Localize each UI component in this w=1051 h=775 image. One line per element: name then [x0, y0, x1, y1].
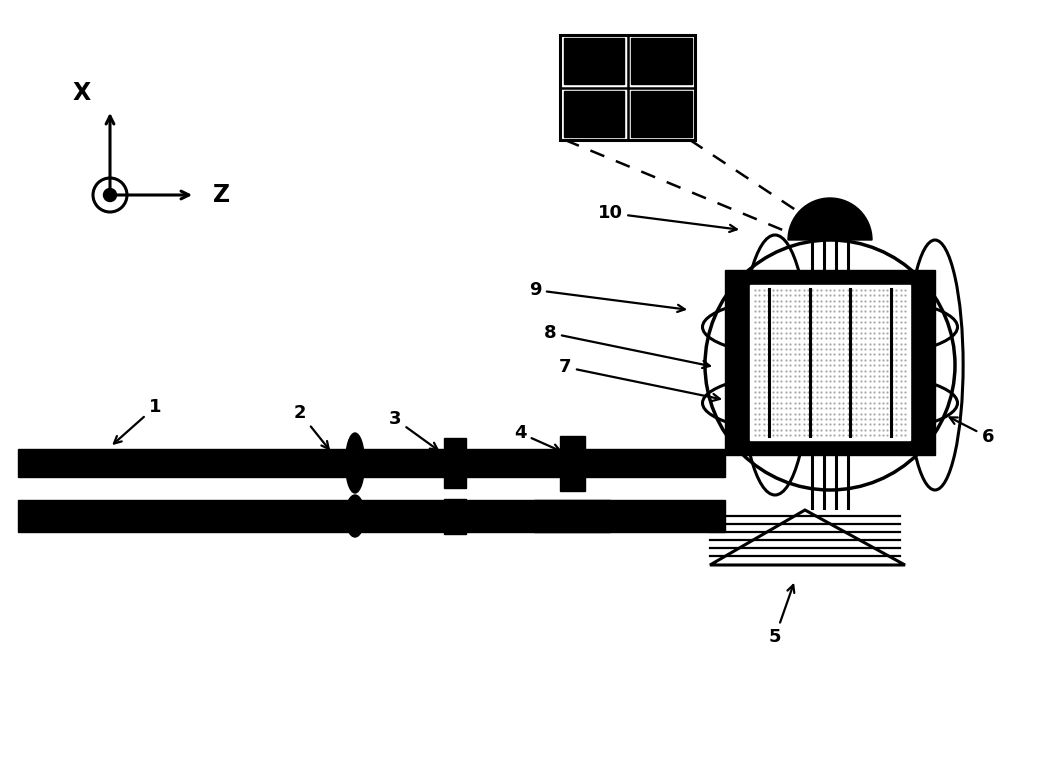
- Text: 5: 5: [768, 585, 795, 646]
- Bar: [444, 438, 466, 488]
- Ellipse shape: [346, 433, 365, 493]
- Bar: [559, 436, 584, 491]
- Bar: [18, 449, 725, 477]
- Bar: [725, 270, 935, 455]
- Text: 8: 8: [543, 324, 709, 368]
- Bar: [631, 39, 692, 84]
- Text: 7: 7: [559, 358, 720, 401]
- Text: 9: 9: [529, 281, 685, 312]
- Bar: [631, 91, 692, 136]
- Bar: [750, 285, 910, 440]
- Circle shape: [103, 188, 117, 202]
- Bar: [563, 39, 624, 84]
- Text: 2: 2: [293, 404, 329, 449]
- Bar: [444, 498, 466, 533]
- Text: Z: Z: [213, 183, 230, 207]
- Bar: [534, 500, 610, 532]
- Text: 10: 10: [598, 204, 737, 232]
- Bar: [18, 500, 725, 532]
- Text: 4: 4: [514, 424, 560, 451]
- Text: 1: 1: [114, 398, 161, 443]
- Bar: [563, 91, 624, 136]
- Bar: [560, 35, 695, 140]
- Text: 6: 6: [950, 418, 994, 446]
- Text: X: X: [73, 81, 91, 105]
- Wedge shape: [788, 198, 872, 240]
- Text: 3: 3: [389, 410, 437, 450]
- Ellipse shape: [346, 495, 365, 537]
